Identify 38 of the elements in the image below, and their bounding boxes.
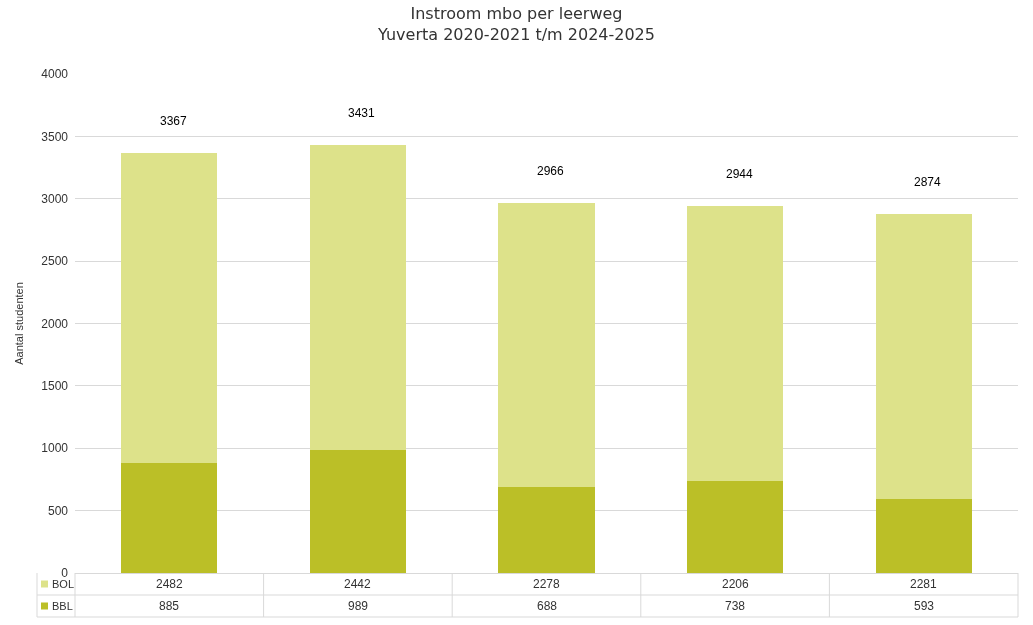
bar [498,487,595,573]
legend-label: BOL [52,578,75,590]
data-label: 2442 [344,577,372,591]
y-tick-label: 3500 [41,129,69,144]
chart-title: Instroom mbo per leerweg Yuverta 2020-2021 t/m 2024-2025 [377,3,655,44]
bar [309,144,406,450]
y-tick-label: 1000 [41,441,69,456]
total-label: 2874 [914,175,942,189]
data-label: 688 [537,599,558,613]
bar [309,449,406,573]
bar [875,499,972,573]
y-tick-label: 2000 [41,316,69,331]
data-label: 738 [725,599,746,613]
y-tick-label: 2500 [41,254,69,269]
y-tick-label: 500 [47,503,69,518]
data-label: 593 [914,599,935,613]
y-tick-label: 4000 [41,67,69,82]
total-label: 3367 [160,114,188,128]
data-label: 2281 [910,577,938,591]
legend-label: BBL [52,600,73,612]
y-tick-label: 1500 [41,379,69,394]
bar [121,152,218,463]
data-label: 885 [159,599,180,613]
total-label: 2944 [726,167,754,181]
total-label: 2966 [537,164,565,178]
data-label: 989 [348,599,369,613]
bar [875,214,972,500]
data-label: 2206 [722,577,750,591]
bar [687,205,784,481]
y-axis-title: Aantal studenten [12,282,25,365]
bar [498,202,595,488]
bar [121,462,218,573]
total-label: 3431 [348,106,376,120]
y-tick-label: 3000 [41,191,69,206]
data-label: 2278 [533,577,561,591]
y-tick-label: 0 [61,566,69,581]
data-label: 2482 [156,577,184,591]
bar [687,480,784,573]
